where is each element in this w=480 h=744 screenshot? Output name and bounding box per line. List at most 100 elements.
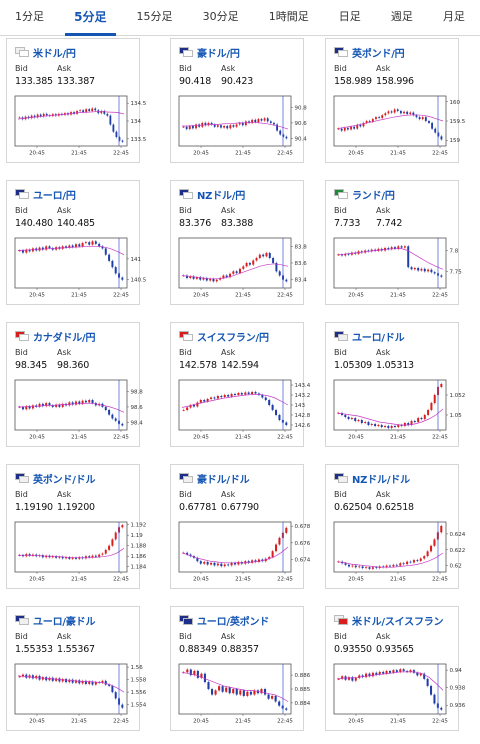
currency-pair-link[interactable]: 豪ドル/円: [197, 48, 240, 60]
candlestick-chart: 0.678 0.676 0.674 20:45 21:45 22:45: [178, 520, 311, 585]
x-tick-label: 22:45: [277, 577, 293, 583]
tab-timeframe[interactable]: 5分足: [59, 0, 121, 36]
candle: [31, 404, 34, 410]
fx-chart-card[interactable]: 英ポンド/円 Bid Ask 158.989 158.996 160 159.5 159 20:…: [325, 38, 466, 163]
tab-timeframe[interactable]: 週足: [390, 10, 413, 23]
price-labels: Bid Ask: [179, 348, 263, 357]
tab-timeframe[interactable]: 1分足: [15, 10, 45, 23]
candle: [251, 559, 254, 565]
candle: [91, 240, 94, 246]
y-tick-label: 7.8: [450, 249, 459, 255]
x-tick-label: 20:45: [348, 435, 364, 441]
fx-chart-card[interactable]: スイスフラン/円 Bid Ask 142.578 142.594 143.4 143.2 14…: [170, 322, 311, 447]
candle: [21, 673, 24, 678]
fx-chart-card[interactable]: 豪ドル/円 Bid Ask 90.418 90.423 90.8 90.6 90.4 20:45…: [170, 38, 307, 163]
currency-pair-link[interactable]: 米ドル/スイスフラン: [352, 616, 444, 628]
fx-chart-card[interactable]: 米ドル/スイスフラン Bid Ask 0.93550 0.93565 0.94 0.938 0…: [325, 606, 466, 731]
fx-chart-card[interactable]: ユーロ/ドル Bid Ask 1.05309 1.05313 1.052 1.05 20:45…: [325, 322, 465, 447]
currency-flag-icon: [179, 615, 193, 625]
y-tick-label: 142.6: [295, 423, 311, 429]
moving-average-line: [18, 548, 125, 559]
currency-pair-link[interactable]: ユーロ/円: [33, 190, 76, 202]
candle: [248, 120, 250, 125]
candle: [121, 523, 124, 529]
candle: [240, 391, 243, 396]
x-tick-label: 22:45: [277, 293, 293, 299]
tab-timeframe[interactable]: 日足: [338, 10, 361, 23]
y-tick-label: 0.622: [450, 548, 466, 554]
candle: [430, 268, 433, 274]
currency-pair-link[interactable]: 米ドル/円: [33, 48, 76, 60]
currency-pair-link[interactable]: 豪ドル/ドル: [197, 474, 250, 486]
fx-chart-card[interactable]: カナダドル/円 Bid Ask 98.345 98.360 98.8 98.6 98.4 20:…: [6, 322, 143, 447]
card-header: ユーロ/ドル: [334, 329, 405, 344]
candle: [267, 693, 270, 700]
candle: [61, 402, 64, 409]
currency-pair-link[interactable]: スイスフラン/円: [197, 332, 269, 344]
moving-average-line: [336, 114, 444, 130]
fx-chart-card[interactable]: ユーロ/英ポンド Bid Ask 0.88349 0.88357 0.886 0.885 0.…: [170, 606, 311, 731]
currency-pair-link[interactable]: ユーロ/豪ドル: [33, 616, 96, 628]
x-tick-label: 20:45: [348, 577, 364, 583]
currency-pair-link[interactable]: ユーロ/英ポンド: [197, 616, 270, 628]
candle: [91, 680, 94, 686]
y-tick-label: 1.184: [131, 565, 147, 571]
tab-timeframe[interactable]: 15分足: [136, 10, 173, 23]
currency-pair-link[interactable]: カナダドル/円: [33, 332, 96, 344]
tab-timeframe[interactable]: 30分足: [202, 10, 239, 23]
fx-chart-card[interactable]: ユーロ/豪ドル Bid Ask 1.55353 1.55367 1.56 1.558 1.55…: [6, 606, 147, 731]
chart-svg: 1.56 1.558 1.556 1.554 20:45 21:45 22:45: [14, 663, 147, 725]
x-tick-label: 21:45: [71, 435, 87, 441]
candle: [357, 418, 360, 423]
ask-label: Ask: [57, 64, 72, 73]
candle: [121, 139, 124, 143]
currency-pair-link[interactable]: ユーロ/ドル: [352, 332, 405, 344]
currency-pair-link[interactable]: 英ポンド/ドル: [33, 474, 96, 486]
currency-pair-link[interactable]: NZドル/円: [197, 190, 246, 202]
candle: [371, 117, 374, 124]
candle: [111, 538, 114, 547]
price-values: 140.480 140.485: [15, 218, 99, 229]
currency-pair-link[interactable]: ランド/円: [352, 190, 395, 202]
y-tick-label: 90.4: [295, 136, 308, 142]
bid-label: Bid: [15, 206, 28, 215]
candle: [390, 245, 393, 251]
candle: [216, 394, 219, 400]
candle: [71, 678, 74, 684]
currency-pair-link[interactable]: NZドル/ドル: [352, 474, 410, 486]
tab-timeframe[interactable]: 月足: [442, 10, 465, 23]
candle: [223, 563, 226, 568]
x-tick-label: 21:45: [235, 151, 251, 157]
candle: [104, 247, 107, 256]
currency-flag-icon: [334, 189, 348, 199]
ask-value: 1.05313: [376, 360, 414, 371]
fx-chart-card[interactable]: 豪ドル/ドル Bid Ask 0.67781 0.67790 0.678 0.676 0.67…: [170, 464, 311, 589]
candle: [245, 261, 248, 268]
fx-chart-card[interactable]: NZドル/円 Bid Ask 83.376 83.388 83.8 83.6 83.4 20:4…: [170, 180, 307, 305]
plot-frame: [178, 521, 292, 573]
x-tick-label: 21:45: [390, 293, 406, 299]
candle: [278, 270, 281, 277]
candle: [278, 536, 281, 546]
card-header: 米ドル/円: [15, 45, 76, 60]
price-values: 0.88349 0.88357: [179, 644, 263, 655]
fx-chart-card[interactable]: 米ドル/円 Bid Ask 133.385 133.387 134.5 134 133.5 20…: [6, 38, 147, 163]
candle: [354, 416, 357, 423]
price-values: 98.345 98.360: [15, 360, 99, 371]
candle: [381, 113, 384, 120]
fx-chart-card[interactable]: NZドル/ドル Bid Ask 0.62504 0.62518 0.624 0.622 0.6…: [325, 464, 466, 589]
y-tick-label: 0.624: [450, 532, 466, 538]
fx-chart-card[interactable]: ランド/円 Bid Ask 7.733 7.742 7.8 7.75 20:45 21:45 22…: [325, 180, 462, 305]
y-tick-label: 0.676: [295, 541, 311, 547]
candle: [235, 123, 238, 129]
candle: [235, 687, 238, 696]
candle: [242, 689, 245, 698]
candle: [68, 244, 71, 249]
fx-chart-card[interactable]: 英ポンド/ドル Bid Ask 1.19190 1.19200 1.192 1.19 1.18…: [6, 464, 147, 589]
candle: [412, 111, 415, 117]
fx-chart-card[interactable]: ユーロ/円 Bid Ask 140.480 140.485 141 140.5 20:45 21…: [6, 180, 147, 305]
moving-average-line: [182, 121, 289, 130]
currency-pair-link[interactable]: 英ポンド/円: [352, 48, 405, 60]
tab-timeframe[interactable]: 1時間足: [268, 10, 309, 23]
candle: [269, 120, 272, 125]
